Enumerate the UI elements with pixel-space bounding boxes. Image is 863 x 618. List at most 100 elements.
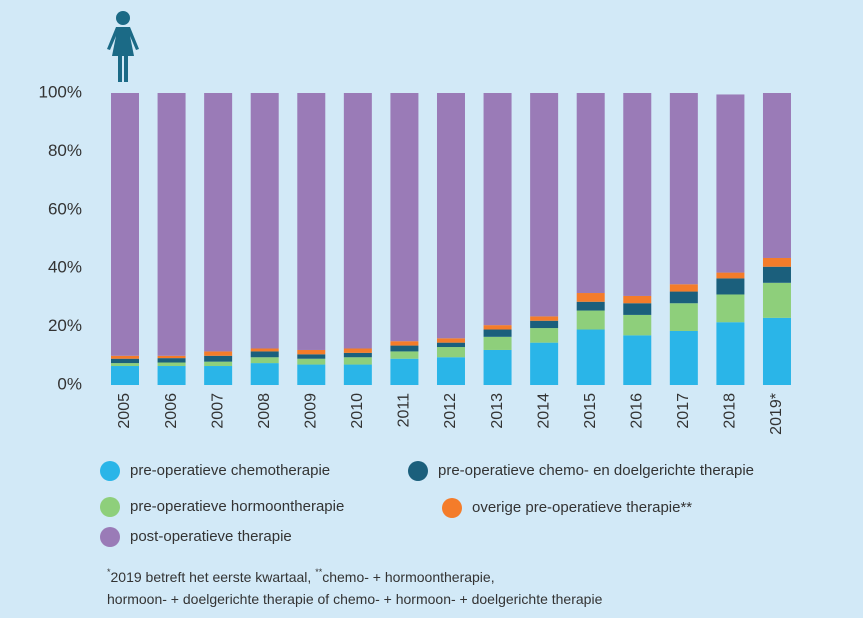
bar-segment (623, 314, 652, 336)
bar-segment (483, 325, 512, 330)
bar-segment (530, 316, 559, 321)
x-tick-label: 2019* (768, 393, 785, 435)
bar-segment (204, 351, 233, 356)
bar-segment (390, 345, 419, 352)
footnote-part: 2019 betreft het eerste kwartaal, (111, 569, 316, 585)
legend-label: overige pre-operatieve therapie** (472, 499, 692, 516)
legend-swatch (100, 527, 120, 547)
bar-segment (483, 336, 512, 350)
x-tick-label: 2011 (396, 393, 413, 428)
legend-swatch (442, 498, 462, 518)
bar-segment (623, 295, 652, 304)
bar-segment (111, 93, 139, 356)
bar-segment (297, 364, 326, 385)
bar-segment (390, 93, 419, 342)
bar-segment (530, 320, 559, 329)
x-tick-label: 2007 (209, 393, 226, 429)
bar-segment (576, 329, 605, 385)
bar-segment (436, 347, 465, 358)
bar-segment (762, 257, 791, 267)
bar-segment (436, 338, 465, 343)
bar-segment (483, 329, 512, 337)
x-tick-label: 2013 (489, 393, 506, 429)
bar-segment (157, 93, 186, 356)
bar-segment (343, 93, 372, 349)
x-tick-label: 2017 (675, 393, 692, 429)
bar-segment (111, 366, 139, 385)
bar-segment (483, 93, 512, 326)
bar-segment (576, 301, 605, 311)
bar-segment (111, 355, 139, 359)
bar-segment (623, 335, 652, 385)
bar-segment (716, 322, 745, 385)
bar-segment (343, 348, 372, 353)
bar-segment (762, 282, 791, 318)
footnote-part: chemo- + hormoontherapie, (322, 569, 494, 585)
bar-segment (576, 310, 605, 330)
bar-segment (669, 291, 698, 304)
y-tick-label: 60% (48, 199, 82, 218)
y-tick-label: 40% (48, 258, 82, 277)
bar-segment (436, 342, 465, 348)
bar-segment (343, 364, 372, 385)
bar-segment (250, 351, 279, 358)
bar-segment (297, 349, 326, 355)
legend-swatch (408, 461, 428, 481)
bar-segment (390, 358, 419, 385)
y-tick-label: 80% (48, 141, 82, 160)
bar-segment (716, 272, 745, 279)
footnote-part: ** (315, 567, 323, 577)
bar-segment (204, 361, 233, 367)
bar-segment (111, 358, 139, 364)
bar-segment (436, 357, 465, 385)
x-tick-label: 2010 (349, 393, 366, 429)
x-tick-label: 2014 (535, 393, 552, 429)
x-tick-label: 2006 (163, 393, 180, 429)
bar-segment (669, 93, 698, 285)
bar-segment (204, 355, 233, 362)
bar-segment (716, 94, 745, 273)
bar-segment (530, 342, 559, 385)
legend-label: pre-operatieve chemotherapie (130, 462, 330, 479)
bar-segment (157, 355, 186, 359)
bar-segment (669, 303, 698, 331)
bar-segment (297, 93, 326, 350)
x-tick-label: 2012 (442, 393, 459, 429)
bar-segment (111, 363, 139, 367)
x-tick-label: 2016 (628, 393, 645, 429)
bar-segment (762, 317, 791, 385)
bar-segment (669, 284, 698, 292)
bar-segment (250, 363, 279, 385)
bar-segment (343, 352, 372, 358)
bar-segment (157, 362, 186, 367)
x-tick-label: 2015 (582, 393, 599, 429)
bar-segment (483, 349, 512, 385)
y-tick-label: 100% (39, 82, 82, 101)
bar-segment (576, 293, 605, 302)
bar-segment (623, 93, 652, 296)
bar-segment (297, 358, 326, 365)
bar-segment (250, 357, 279, 364)
y-tick-label: 0% (57, 374, 82, 393)
bar-segment (669, 330, 698, 385)
bar-segment (157, 358, 186, 363)
footnote-part: * (107, 567, 111, 577)
bar-segment (343, 357, 372, 365)
bar-segment (762, 93, 791, 258)
legend-swatch (100, 461, 120, 481)
bar-segment (530, 93, 559, 317)
bar-segment (297, 354, 326, 359)
bar-segment (716, 294, 745, 323)
footnote-part: hormoon- + doelgerichte therapie of chem… (107, 591, 603, 607)
footnote: hormoon- + doelgerichte therapie of chem… (107, 591, 603, 607)
footnote: *2019 betreft het eerste kwartaal, **che… (107, 567, 495, 584)
woman-icon (107, 11, 139, 82)
bar-segment (623, 303, 652, 315)
bar-segment (390, 351, 419, 359)
x-tick-label: 2009 (302, 393, 319, 429)
legend-label: post-operatieve therapie (130, 528, 292, 545)
y-tick-label: 20% (48, 316, 82, 335)
bar-segment (250, 93, 279, 349)
x-tick-label: 2018 (722, 393, 739, 429)
